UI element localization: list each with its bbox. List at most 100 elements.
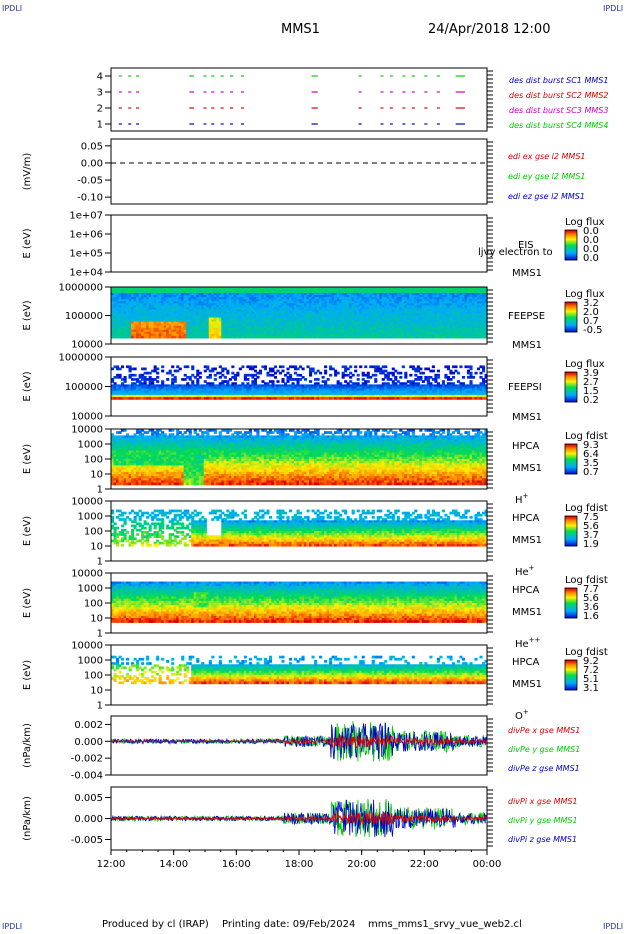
spectrogram-cell (218, 375, 222, 379)
spectrogram-cell (351, 394, 355, 398)
spectrogram-cell (439, 289, 443, 292)
spectrogram-cell (216, 319, 220, 323)
spectrogram-cell (138, 307, 142, 310)
spectrogram-cell (419, 319, 423, 323)
spectrogram-cell (273, 384, 278, 388)
spectrogram-cell (128, 313, 132, 317)
spectrogram-cell (456, 289, 461, 292)
spectrogram-cell (243, 303, 247, 306)
spectrogram-cell (301, 313, 305, 317)
spectrogram-cell (304, 299, 308, 302)
spectrogram-cell (436, 335, 440, 339)
spectrogram-cell (411, 303, 415, 306)
spectrogram-cell (416, 293, 420, 296)
spectrogram-cell (278, 397, 283, 400)
spectrogram-cell (203, 303, 207, 306)
spectrogram-cell (191, 307, 195, 310)
spectrogram-cell (354, 319, 358, 323)
spectrogram-cell (211, 390, 215, 394)
spectrogram-cell (459, 301, 463, 304)
spectrogram-cell (474, 313, 478, 317)
spectrogram-cell (349, 397, 353, 400)
colorbar-cell (565, 253, 577, 255)
spectrogram-cell (176, 384, 180, 388)
spectrogram-cell (406, 305, 410, 308)
spectrogram-cell (424, 299, 428, 302)
spectrogram-cell (356, 321, 360, 325)
spectrogram-cell (434, 317, 438, 321)
spectrogram-cell (128, 365, 132, 369)
spectrogram-cell (301, 367, 305, 371)
spectrogram-cell (316, 297, 320, 300)
spectrogram-cell (193, 315, 197, 319)
spectrogram-cell (266, 287, 270, 290)
spectrogram-cell (221, 319, 225, 323)
spectrogram-cell (436, 289, 440, 292)
spectrogram-cell (151, 333, 155, 337)
spectrogram-cell (416, 289, 420, 292)
spectrogram-cell (441, 317, 445, 321)
spectrogram-cell (316, 301, 320, 304)
spectrogram-cell (223, 367, 227, 371)
spectrogram-cell (221, 380, 225, 383)
spectrogram-cell (451, 297, 456, 300)
spectrogram-cell (389, 299, 393, 302)
spectrogram-cell (256, 333, 260, 337)
spectrogram-cell (301, 394, 305, 398)
spectrogram-cell (131, 295, 135, 298)
spectrogram-cell (246, 333, 250, 337)
spectrogram-cell (258, 384, 262, 388)
spectrogram-cell (371, 287, 375, 290)
spectrogram-cell (173, 390, 177, 394)
spectrogram-cell (171, 315, 175, 319)
spectrogram-cell (186, 303, 190, 306)
spectrogram-cell (304, 329, 308, 333)
spectrogram-cell (304, 297, 308, 300)
spectrogram-cell (211, 315, 215, 319)
spectrogram-cell (314, 301, 318, 304)
spectrogram-cell (156, 291, 160, 294)
colorbar-tick-label: 0.0 (583, 244, 599, 255)
spectrogram-cell (396, 335, 400, 339)
spectrogram-cell (276, 392, 280, 396)
spectrogram-cell (116, 384, 120, 388)
spectrogram-cell (171, 307, 175, 310)
spectrogram-cell (261, 333, 265, 337)
spectrogram-cell (344, 319, 348, 323)
spectrogram-cell (389, 329, 393, 333)
spectrogram-cell (464, 297, 468, 300)
spectrogram-cell (431, 327, 435, 331)
spectrogram-cell (223, 315, 227, 319)
colorbar-cell (565, 250, 577, 252)
spectrogram-cell (111, 329, 115, 333)
spectrogram-cell (246, 388, 250, 392)
spectrogram-cell (421, 325, 425, 329)
spectrogram-cell (173, 380, 177, 383)
colorbar-cell (565, 316, 577, 318)
spectrogram-cell (311, 386, 315, 390)
spectrogram-cell (148, 315, 152, 319)
spectrogram-cell (361, 321, 365, 325)
spectrogram-cell (148, 323, 152, 327)
spectrogram-cell (334, 321, 338, 325)
spectrogram-cell (314, 333, 318, 337)
spectrogram-cell (151, 287, 155, 290)
spectrogram-cell (248, 301, 252, 304)
spectrogram-cell (196, 319, 200, 323)
spectrogram-cell (208, 317, 212, 321)
spectrogram-cell (349, 335, 353, 339)
spectrogram-cell (248, 327, 252, 331)
spectrogram-cell (116, 329, 120, 333)
spectrogram-cell (356, 291, 360, 294)
spectrogram-cell (479, 307, 483, 310)
spectrogram-cell (374, 327, 378, 331)
spectrogram-cell (271, 313, 275, 317)
spectrogram-cell (426, 333, 430, 337)
colorbar-frame (564, 229, 578, 261)
spectrogram-cell (238, 323, 242, 327)
spectrogram-cell (216, 315, 220, 319)
spectrogram-cell (439, 313, 443, 317)
spectrogram-cell (138, 382, 142, 385)
spectrogram-cell (233, 315, 237, 319)
spectrogram-cell (356, 289, 360, 292)
